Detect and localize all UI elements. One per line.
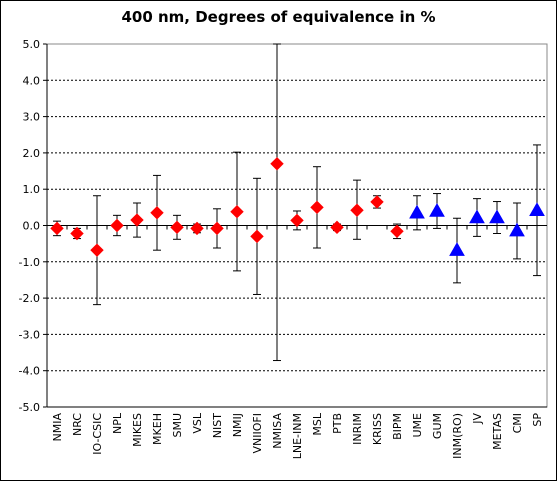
x-tick-label: INRIM — [351, 413, 364, 445]
x-tick-label: METAS — [491, 413, 504, 450]
x-tick-label: NRC — [71, 413, 84, 436]
diamond-marker — [170, 220, 184, 235]
x-tick-label: KRISS — [371, 413, 384, 445]
diamond-marker — [330, 220, 344, 235]
x-tick-labels: NMIA NRC IO-CSIC NPL MIKES MKEH SMU VSL NIST NMIJ… — [51, 412, 544, 459]
x-tick-label: JV — [471, 413, 484, 425]
diamond-marker — [190, 221, 204, 236]
x-tick-label: LNE-INM — [291, 413, 304, 459]
x-tick-label: IO-CSIC — [91, 413, 104, 455]
y-tick-label: 3.0 — [23, 111, 41, 124]
x-tick-label: INM(RO) — [451, 413, 464, 459]
diamond-marker — [130, 213, 144, 227]
x-tick-label: UME — [411, 413, 424, 438]
y-tick-label: 5.0 — [23, 38, 41, 51]
x-tick-label: MKEH — [151, 413, 164, 445]
y-tick-label: 4.0 — [23, 74, 41, 87]
data-markers — [50, 157, 545, 257]
x-tick-label: SP — [531, 413, 544, 427]
diamond-marker — [390, 224, 404, 239]
x-tick-label: VSL — [191, 412, 204, 434]
diamond-marker — [210, 221, 224, 236]
diamond-marker — [310, 200, 324, 215]
diamond-marker — [230, 204, 244, 219]
x-tick-label: NMIA — [51, 413, 64, 442]
y-tick-label: -3.0 — [19, 328, 40, 341]
diamond-marker — [270, 157, 284, 171]
diamond-marker — [150, 206, 164, 220]
y-tick-label: -4.0 — [19, 365, 40, 378]
y-tick-label: 0.0 — [23, 220, 41, 233]
grid-lines — [47, 43, 547, 372]
x-tick-label: NMISA — [271, 413, 284, 449]
x-tick-label: NIST — [211, 413, 224, 438]
diamond-marker — [350, 203, 364, 217]
x-tick-label: NMIJ — [231, 413, 244, 437]
y-tick-label: -5.0 — [19, 401, 40, 414]
triangle-marker — [529, 202, 545, 217]
y-tick-labels: 5.0 4.0 3.0 2.0 1.0 0.0 -1.0 -2.0 -3.0 -4.0 -5.0 — [19, 38, 40, 414]
x-tick-label: PTB — [331, 413, 344, 434]
x-tick-label: GUM — [431, 413, 444, 439]
x-tick-label: MSL — [311, 412, 324, 435]
diamond-marker — [50, 221, 64, 236]
diamond-marker — [70, 226, 84, 241]
diamond-marker — [110, 218, 124, 233]
triangle-marker — [429, 202, 445, 217]
error-bars — [53, 43, 541, 362]
y-tick-label: -1.0 — [19, 256, 40, 269]
x-tick-label: CMI — [511, 413, 524, 433]
chart-title: 400 nm, Degrees of equivalence in % — [121, 8, 436, 26]
triangle-marker — [489, 209, 505, 224]
diamond-marker — [290, 213, 304, 228]
x-tick-label: NPL — [111, 412, 124, 434]
x-tick-label: SMU — [171, 413, 184, 438]
diamond-marker — [250, 229, 264, 244]
triangle-marker — [469, 209, 485, 224]
triangle-marker — [409, 204, 425, 219]
y-tick-label: 1.0 — [23, 183, 41, 196]
y-tick-label: 2.0 — [23, 147, 41, 160]
y-tick-label: -2.0 — [19, 292, 40, 305]
x-tick-label: VNIIOFI — [251, 413, 264, 453]
triangle-marker — [449, 242, 465, 256]
x-tick-label: MIKES — [131, 413, 144, 447]
x-tick-label: BIPM — [391, 413, 404, 440]
triangle-marker — [509, 222, 525, 237]
diamond-marker — [370, 195, 384, 209]
diamond-marker — [90, 243, 104, 257]
